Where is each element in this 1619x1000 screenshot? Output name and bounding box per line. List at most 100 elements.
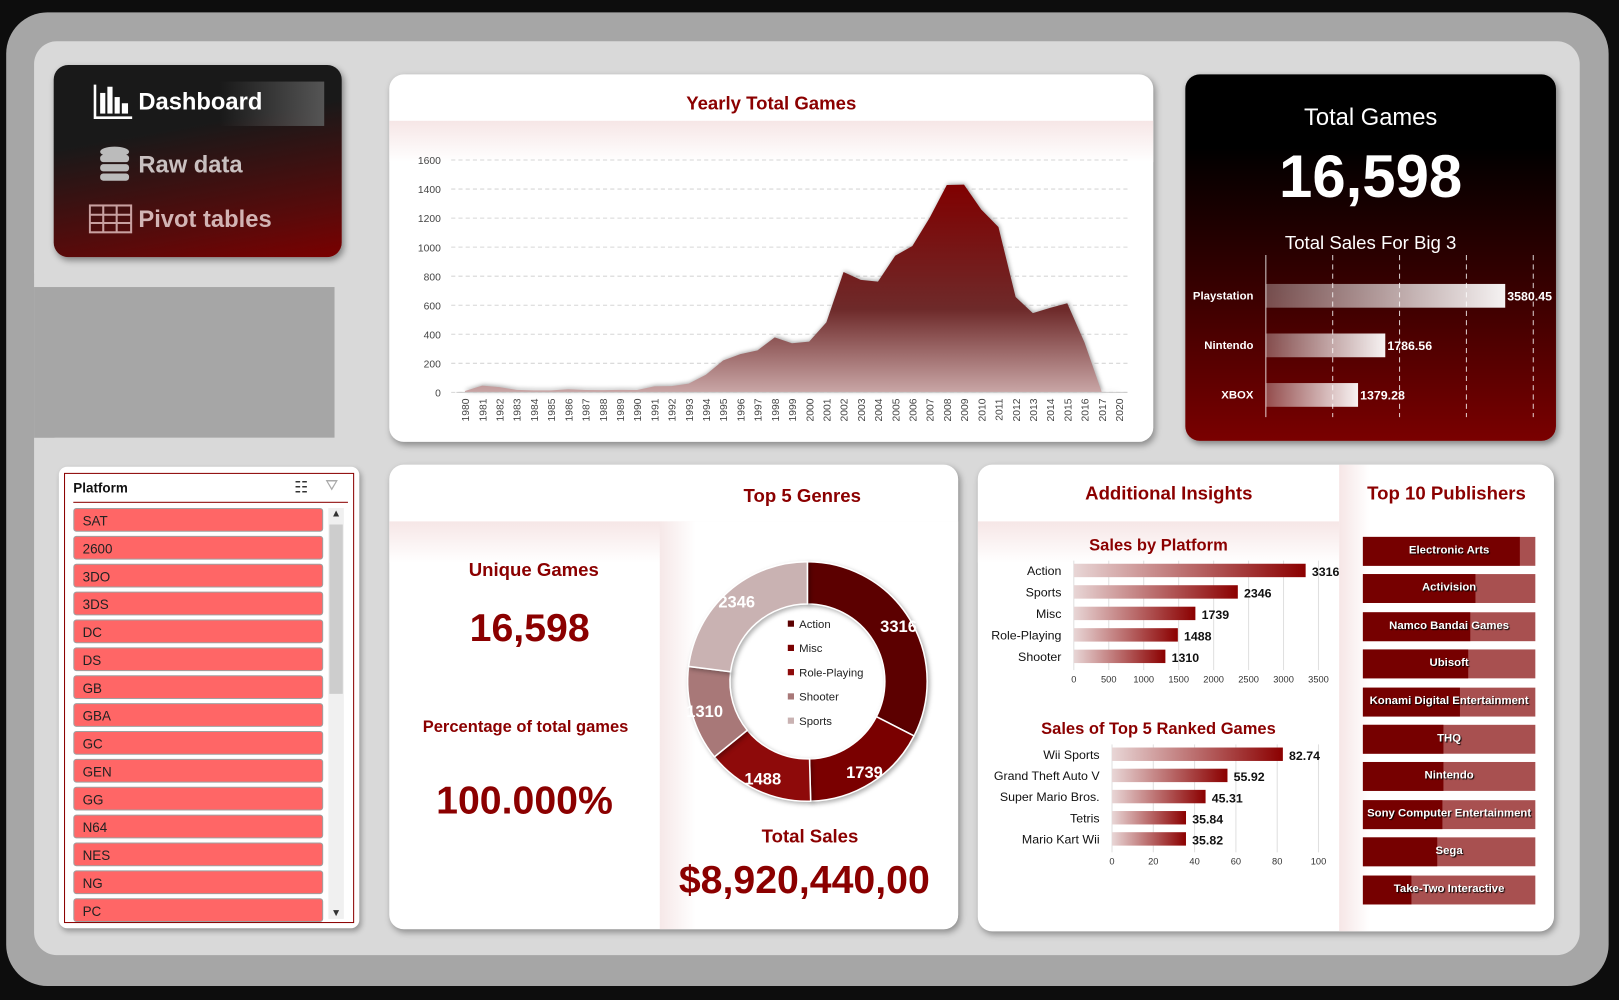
database-icon (100, 146, 130, 181)
nav-raw-data[interactable]: Raw data (99, 146, 243, 183)
active-highlight (134, 81, 325, 126)
donut-slice (808, 715, 916, 802)
category-label: Playstation (1193, 290, 1254, 302)
publisher-bar[interactable]: Namco Bandai Games (1362, 612, 1536, 641)
legend-swatch (787, 669, 794, 676)
nav-label: Raw data (138, 150, 243, 178)
slicer-item[interactable]: GBA (73, 703, 324, 727)
area-series (464, 184, 1119, 393)
publisher-name: Activision (1421, 581, 1477, 595)
slicer-item[interactable]: GC (73, 731, 324, 755)
publisher-bar-fill (1362, 875, 1412, 905)
nav-dashboard[interactable]: Dashboard (93, 83, 262, 120)
total-games-value: 16,598 (1279, 143, 1463, 211)
x-tick-label: 1983 (513, 398, 524, 421)
publisher-bar[interactable]: Sega (1362, 837, 1536, 867)
publisher-bar[interactable]: Activision (1362, 574, 1536, 604)
bar (1265, 333, 1386, 358)
slicer-item[interactable]: GEN (73, 758, 324, 783)
big3-bar-chart: Playstation 3580.45 Nintendo 1786.56 XBOX 137… (1193, 255, 1552, 418)
publisher-bar[interactable]: Take-Two Interactive (1362, 875, 1536, 905)
scroll-down-icon[interactable]: ▼ (330, 907, 342, 919)
slicer-item[interactable]: 3DS (73, 591, 324, 616)
x-tick-label: 2009 (960, 398, 971, 421)
slicer-item[interactable]: GB (73, 675, 324, 700)
scrollbar[interactable]: ▲ ▼ (328, 507, 344, 919)
genres-donut-chart: 3316 1739 1488 1310 2346 Action Misc Role-Playi… (686, 560, 928, 802)
nav-label: Dashboard (138, 87, 263, 115)
slicer-item[interactable]: PC (73, 898, 324, 923)
slicer-item[interactable]: NES (73, 842, 324, 867)
publisher-name: Nintendo (1424, 769, 1474, 783)
panel-gap-top (34, 270, 335, 288)
slicer-item[interactable]: DC (73, 619, 324, 644)
publisher-name: Ubisoft (1429, 656, 1469, 670)
publisher-bar[interactable]: Sony Computer Entertainment (1362, 799, 1536, 829)
x-tick-label: 2010 (977, 398, 988, 421)
publisher-bar-fill (1362, 799, 1443, 829)
y-tick-label: 600 (424, 301, 441, 312)
bar (1073, 606, 1196, 621)
slicer-item[interactable]: 3DO (73, 563, 324, 588)
bar (1073, 585, 1238, 599)
bar (1112, 768, 1228, 783)
x-tick-label: 2001 (822, 398, 833, 421)
data-label: 55.92 (1234, 770, 1265, 784)
slice-label: 1739 (846, 763, 883, 782)
donut-slice (687, 560, 809, 673)
y-tick-label: 800 (424, 272, 441, 283)
legend-swatch (787, 620, 794, 627)
category-label: Role-Playing (991, 629, 1061, 643)
publisher-bar[interactable]: Ubisoft (1362, 649, 1536, 679)
x-tick-label: 1993 (685, 398, 696, 421)
x-tick-label: 1980 (461, 398, 472, 421)
x-tick-label: 1994 (702, 398, 713, 421)
category-label: Tetris (1070, 811, 1100, 825)
legend-label: Shooter (799, 692, 839, 704)
insights-title: Additional Insights (1085, 483, 1253, 504)
slicer-item[interactable]: DS (73, 647, 324, 672)
legend-swatch (787, 717, 794, 724)
data-label: 1379.28 (1360, 389, 1405, 403)
publisher-bar-fill (1362, 536, 1520, 566)
bar-chart-icon (93, 84, 133, 119)
slice-label: 2346 (718, 592, 755, 611)
slicer-item[interactable]: SAT (73, 507, 324, 532)
publishers-title: Top 10 Publishers (1367, 483, 1526, 504)
donut-slice (806, 560, 928, 737)
x-tick-label: 2003 (857, 398, 868, 421)
nav-pivot-tables[interactable]: Pivot tables (88, 203, 272, 234)
publisher-bar[interactable]: Nintendo (1362, 762, 1536, 792)
x-tick-label: 1998 (771, 398, 782, 421)
data-label: 35.82 (1192, 834, 1223, 848)
nav-label: Pivot tables (138, 204, 272, 232)
x-tick-label: 20 (1148, 857, 1158, 867)
chart-title: Sales by Platform (1089, 535, 1228, 554)
bar (1265, 383, 1359, 407)
clear-filter-icon[interactable]: ⛛ (325, 477, 339, 495)
x-tick-label: 2000 (1203, 674, 1224, 684)
category-label: Super Mario Bros. (1000, 790, 1100, 804)
publisher-bar[interactable]: Konami Digital Entertainment (1362, 687, 1536, 717)
legend-label: Role-Playing (799, 667, 863, 679)
publisher-bar[interactable]: Electronic Arts (1362, 536, 1536, 566)
slicer-item[interactable]: GG (73, 786, 324, 811)
multi-select-icon[interactable]: ☷ (294, 479, 309, 497)
scroll-up-icon[interactable]: ▲ (330, 507, 342, 520)
category-label: Shooter (1018, 650, 1061, 664)
x-tick-label: 3500 (1308, 674, 1329, 684)
x-tick-label: 2015 (1063, 398, 1074, 421)
yearly-total-games-card: Yearly Total Games 0 200 400 600 800 1000 1200… (389, 74, 1154, 442)
x-tick-label: 2012 (1012, 398, 1023, 421)
publisher-bar[interactable]: THQ (1362, 724, 1536, 754)
slicer-item[interactable]: 2600 (73, 535, 324, 560)
x-tick-label: 60 (1231, 857, 1241, 867)
slicer-item[interactable]: N64 (73, 814, 324, 839)
scrollbar-thumb[interactable] (329, 524, 343, 694)
x-tick-label: 2000 (805, 398, 816, 421)
x-tick-label: 1990 (633, 398, 644, 421)
data-label: 1739 (1202, 608, 1230, 622)
slicer-item[interactable]: NG (73, 870, 324, 895)
navigation-menu: Dashboard Raw data Pivot tables (53, 65, 342, 258)
data-label: 1786.56 (1387, 339, 1432, 353)
